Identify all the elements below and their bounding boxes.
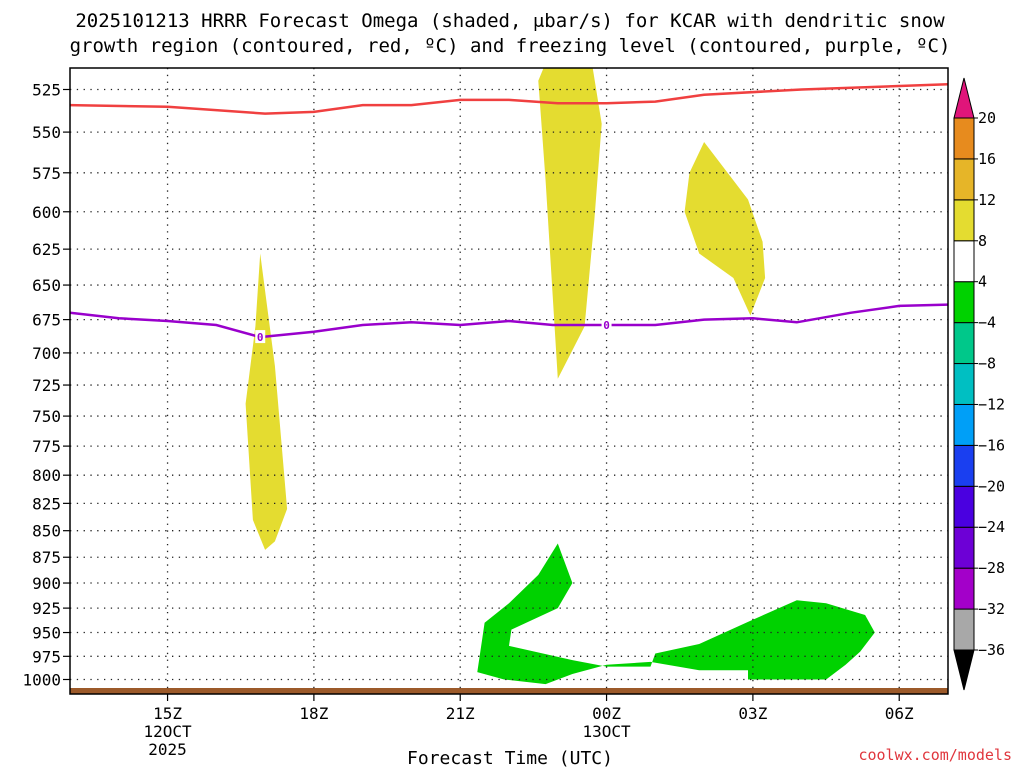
colorbar-segment xyxy=(953,526,975,569)
colorbar-segment xyxy=(953,485,975,528)
y-tick-label: 950 xyxy=(32,624,61,643)
colorbar-segment xyxy=(953,444,975,487)
grid-lines xyxy=(70,68,948,694)
omega-region-3 xyxy=(477,543,875,685)
y-tick-label: 800 xyxy=(32,466,61,485)
colorbar-segment xyxy=(953,199,975,242)
colorbar-tick-label: 16 xyxy=(978,150,996,168)
y-tick-label: 925 xyxy=(32,599,61,618)
omega-region-2 xyxy=(684,142,766,316)
ground-strip xyxy=(70,688,948,694)
y-tick-label: 875 xyxy=(32,548,61,567)
y-tick-label: 525 xyxy=(32,81,61,100)
y-tick-label: 550 xyxy=(32,123,61,142)
colorbar-tick-label: −36 xyxy=(978,641,1005,659)
y-tick-label: 625 xyxy=(32,240,61,259)
y-tick-label: 900 xyxy=(32,574,61,593)
colorbar-segment xyxy=(953,322,975,365)
y-tick-label: 750 xyxy=(32,407,61,426)
colorbar-segment xyxy=(953,240,975,283)
omega-colorbar: −36 −32 −28 −24 −20 −16 −12 −8 −4 4 8 12 16 20 xyxy=(953,77,1005,691)
colorbar-tick-label: −4 xyxy=(978,314,996,332)
x-axis-label: Forecast Time (UTC) xyxy=(407,748,613,768)
omega-region-0 xyxy=(245,253,288,550)
x-tick-label: 06Z xyxy=(885,704,914,723)
colorbar-tick-label: −16 xyxy=(978,436,1005,454)
x-tick-date: 13OCT xyxy=(582,722,631,741)
colorbar-segment xyxy=(953,649,975,691)
colorbar-segment xyxy=(953,77,975,119)
x-tick-label: 21Z xyxy=(446,704,475,723)
colorbar-segment xyxy=(953,363,975,405)
chart-title-line2: growth region (contoured, red, ºC) and f… xyxy=(70,35,951,57)
x-tick-label: 03Z xyxy=(738,704,767,723)
y-tick-label: 575 xyxy=(32,164,61,183)
colorbar-tick-label: −32 xyxy=(978,600,1005,618)
colorbar-tick-label: −8 xyxy=(978,355,996,373)
colorbar-tick-label: −24 xyxy=(978,518,1005,536)
y-tick-label: 850 xyxy=(32,522,61,541)
freezing-contour-label: 0 xyxy=(257,331,264,344)
y-tick-label: 600 xyxy=(32,203,61,222)
colorbar-tick-label: −12 xyxy=(978,395,1005,413)
x-tick-date: 12OCT xyxy=(143,722,192,741)
x-tick-label: 00Z xyxy=(592,704,621,723)
chart-title-line1: 2025101213 HRRR Forecast Omega (shaded, … xyxy=(75,10,945,32)
omega-shading xyxy=(70,68,948,694)
colorbar-tick-label: −20 xyxy=(978,477,1005,495)
x-tick-label: 15Z xyxy=(153,704,182,723)
y-tick-label: 725 xyxy=(32,376,61,395)
y-tick-label: 975 xyxy=(32,647,61,666)
contour-label-bg xyxy=(601,318,612,332)
y-tick-label: 650 xyxy=(32,276,61,295)
colorbar-segment xyxy=(953,567,975,610)
colorbar-tick-label: 8 xyxy=(978,232,987,250)
x-tick-year: 2025 xyxy=(148,740,187,759)
colorbar-tick-label: 20 xyxy=(978,109,996,127)
pressure-axis: 525 550 575 600 625 650 675 700 725 750 775 800 825 8… xyxy=(22,81,70,690)
y-tick-label: 1000 xyxy=(22,671,61,690)
plot-frame xyxy=(69,67,949,695)
y-tick-label: 825 xyxy=(32,494,61,513)
x-tick-label: 18Z xyxy=(299,704,328,723)
colorbar-tick-label: 4 xyxy=(978,273,987,291)
contour-label-bg xyxy=(255,330,266,344)
colorbar-segment xyxy=(953,608,975,651)
y-tick-label: 700 xyxy=(32,344,61,363)
colorbar-segment xyxy=(953,281,975,324)
freezing-contour-label: 0 xyxy=(603,319,610,332)
freezing-level-contour xyxy=(70,303,948,339)
omega-region-1 xyxy=(538,68,602,379)
contours: 00 xyxy=(70,83,948,344)
colorbar-tick-label: −28 xyxy=(978,559,1005,577)
y-tick-label: 775 xyxy=(32,437,61,456)
dendritic-contour xyxy=(70,83,948,115)
y-tick-label: 675 xyxy=(32,311,61,330)
colorbar-segment xyxy=(953,117,975,160)
colorbar-tick-label: 12 xyxy=(978,191,996,209)
colorbar-segment xyxy=(953,158,975,201)
credit-text[interactable]: coolwx.com/models xyxy=(858,746,1012,764)
colorbar-segment xyxy=(953,403,975,446)
